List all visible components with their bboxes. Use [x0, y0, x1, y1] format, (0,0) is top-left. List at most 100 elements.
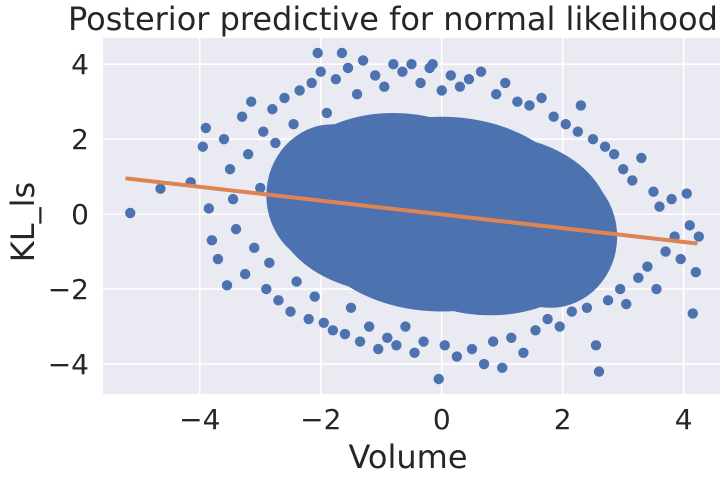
scatter-point: [357, 55, 369, 66]
scatter-point: [475, 66, 487, 77]
scatter-point: [267, 104, 278, 115]
scatter-point: [291, 276, 302, 287]
y-tick-label: −4: [48, 348, 89, 381]
scatter-point: [351, 89, 363, 100]
y-tick-label: 0: [71, 198, 89, 231]
scatter-point: [542, 313, 553, 325]
scatter-point: [581, 302, 593, 314]
scatter-point: [487, 336, 499, 347]
scatter-point: [693, 231, 705, 242]
y-tick-label: 4: [71, 48, 89, 81]
scatter-point: [512, 96, 523, 107]
scatter-point: [608, 148, 620, 160]
scatter-point: [666, 193, 677, 205]
scatter-point: [572, 126, 584, 137]
scatter-point: [391, 340, 402, 351]
scatter-point: [221, 280, 233, 291]
scatter-point: [224, 163, 236, 175]
scatter-point: [560, 118, 571, 130]
scatter-point: [648, 186, 659, 197]
scatter-point: [602, 295, 614, 306]
scatter-point: [530, 325, 541, 336]
scatter-point: [566, 306, 577, 317]
scatter-point: [342, 62, 354, 74]
scatter-point: [651, 283, 662, 295]
scatter-point: [297, 175, 308, 186]
scatter-point: [276, 205, 287, 216]
scatter-point: [614, 283, 626, 295]
scatter-point: [687, 308, 698, 319]
y-tick-label: −2: [48, 273, 89, 306]
scatter-point: [690, 267, 702, 278]
trend-line: [125, 176, 698, 246]
scatter-point: [681, 188, 692, 199]
scatter-point: [587, 133, 599, 145]
x-tick-label: −2: [300, 403, 341, 436]
scatter-point: [303, 313, 314, 325]
scatter-point: [466, 343, 478, 355]
scatter-point: [197, 141, 209, 152]
scatter-point: [418, 336, 429, 347]
scatter-point: [654, 201, 665, 212]
scatter-point: [575, 100, 587, 111]
scatter-point: [409, 347, 420, 358]
scatter-point: [433, 373, 444, 385]
scatter-point: [497, 362, 508, 373]
y-axis-label: KL_ls: [4, 182, 42, 262]
scatter-point: [397, 66, 408, 77]
x-axis-ticks: −4 −2 0 2 4: [179, 403, 692, 436]
scatter-point: [270, 137, 281, 149]
scatter-point: [454, 81, 466, 92]
scatter-density-region: [266, 124, 400, 267]
scatter-point: [155, 183, 166, 194]
scatter-point: [500, 77, 511, 89]
scatter-point: [330, 74, 342, 85]
scatter-point: [315, 66, 326, 77]
scatter-point: [445, 70, 457, 81]
scatter-point: [415, 77, 426, 89]
scatter-point: [451, 351, 463, 362]
scatter-point: [463, 74, 475, 85]
scatter-point: [506, 332, 517, 343]
scatter-point: [379, 81, 390, 92]
scatter-point: [261, 283, 272, 295]
y-tick-label: 2: [71, 123, 89, 156]
scatter-point: [236, 111, 248, 122]
scatter-point: [370, 70, 381, 81]
scatter-point: [242, 148, 254, 160]
scatter-point: [227, 193, 239, 205]
scatter-point: [439, 340, 450, 351]
scatter-point: [306, 77, 317, 89]
scatter-point: [218, 133, 230, 145]
x-tick-label: −4: [179, 403, 220, 436]
scatter-point: [373, 343, 384, 355]
scatter-point: [436, 85, 447, 96]
scatter-point: [388, 59, 399, 70]
scatter-point: [599, 141, 611, 152]
scatter-point: [400, 321, 411, 332]
scatter-point: [249, 242, 260, 254]
x-axis-label: Volume: [348, 438, 467, 476]
scatter-point: [327, 325, 339, 336]
scatter-point: [548, 111, 559, 122]
scatter-points: [125, 47, 705, 385]
scatter-point: [363, 321, 375, 332]
scatter-point: [675, 253, 686, 265]
x-tick-label: 0: [433, 403, 451, 436]
scatter-point: [478, 358, 490, 370]
scatter-point: [621, 298, 632, 310]
x-tick-label: 2: [554, 403, 572, 436]
scatter-point: [642, 261, 653, 272]
scatter-point: [490, 89, 502, 100]
trend-line-group: [125, 176, 698, 246]
scatter-point: [660, 246, 671, 257]
scatter-point: [593, 366, 605, 377]
chart-title: Posterior predictive for normal likeliho…: [68, 0, 718, 38]
scatter-point: [285, 306, 296, 317]
scatter-point: [125, 207, 136, 219]
scatter-point: [627, 175, 638, 186]
scatter-point: [518, 347, 529, 358]
scatter-density-region: [484, 165, 618, 308]
scatter-point: [206, 235, 218, 246]
scatter-point: [239, 268, 251, 280]
